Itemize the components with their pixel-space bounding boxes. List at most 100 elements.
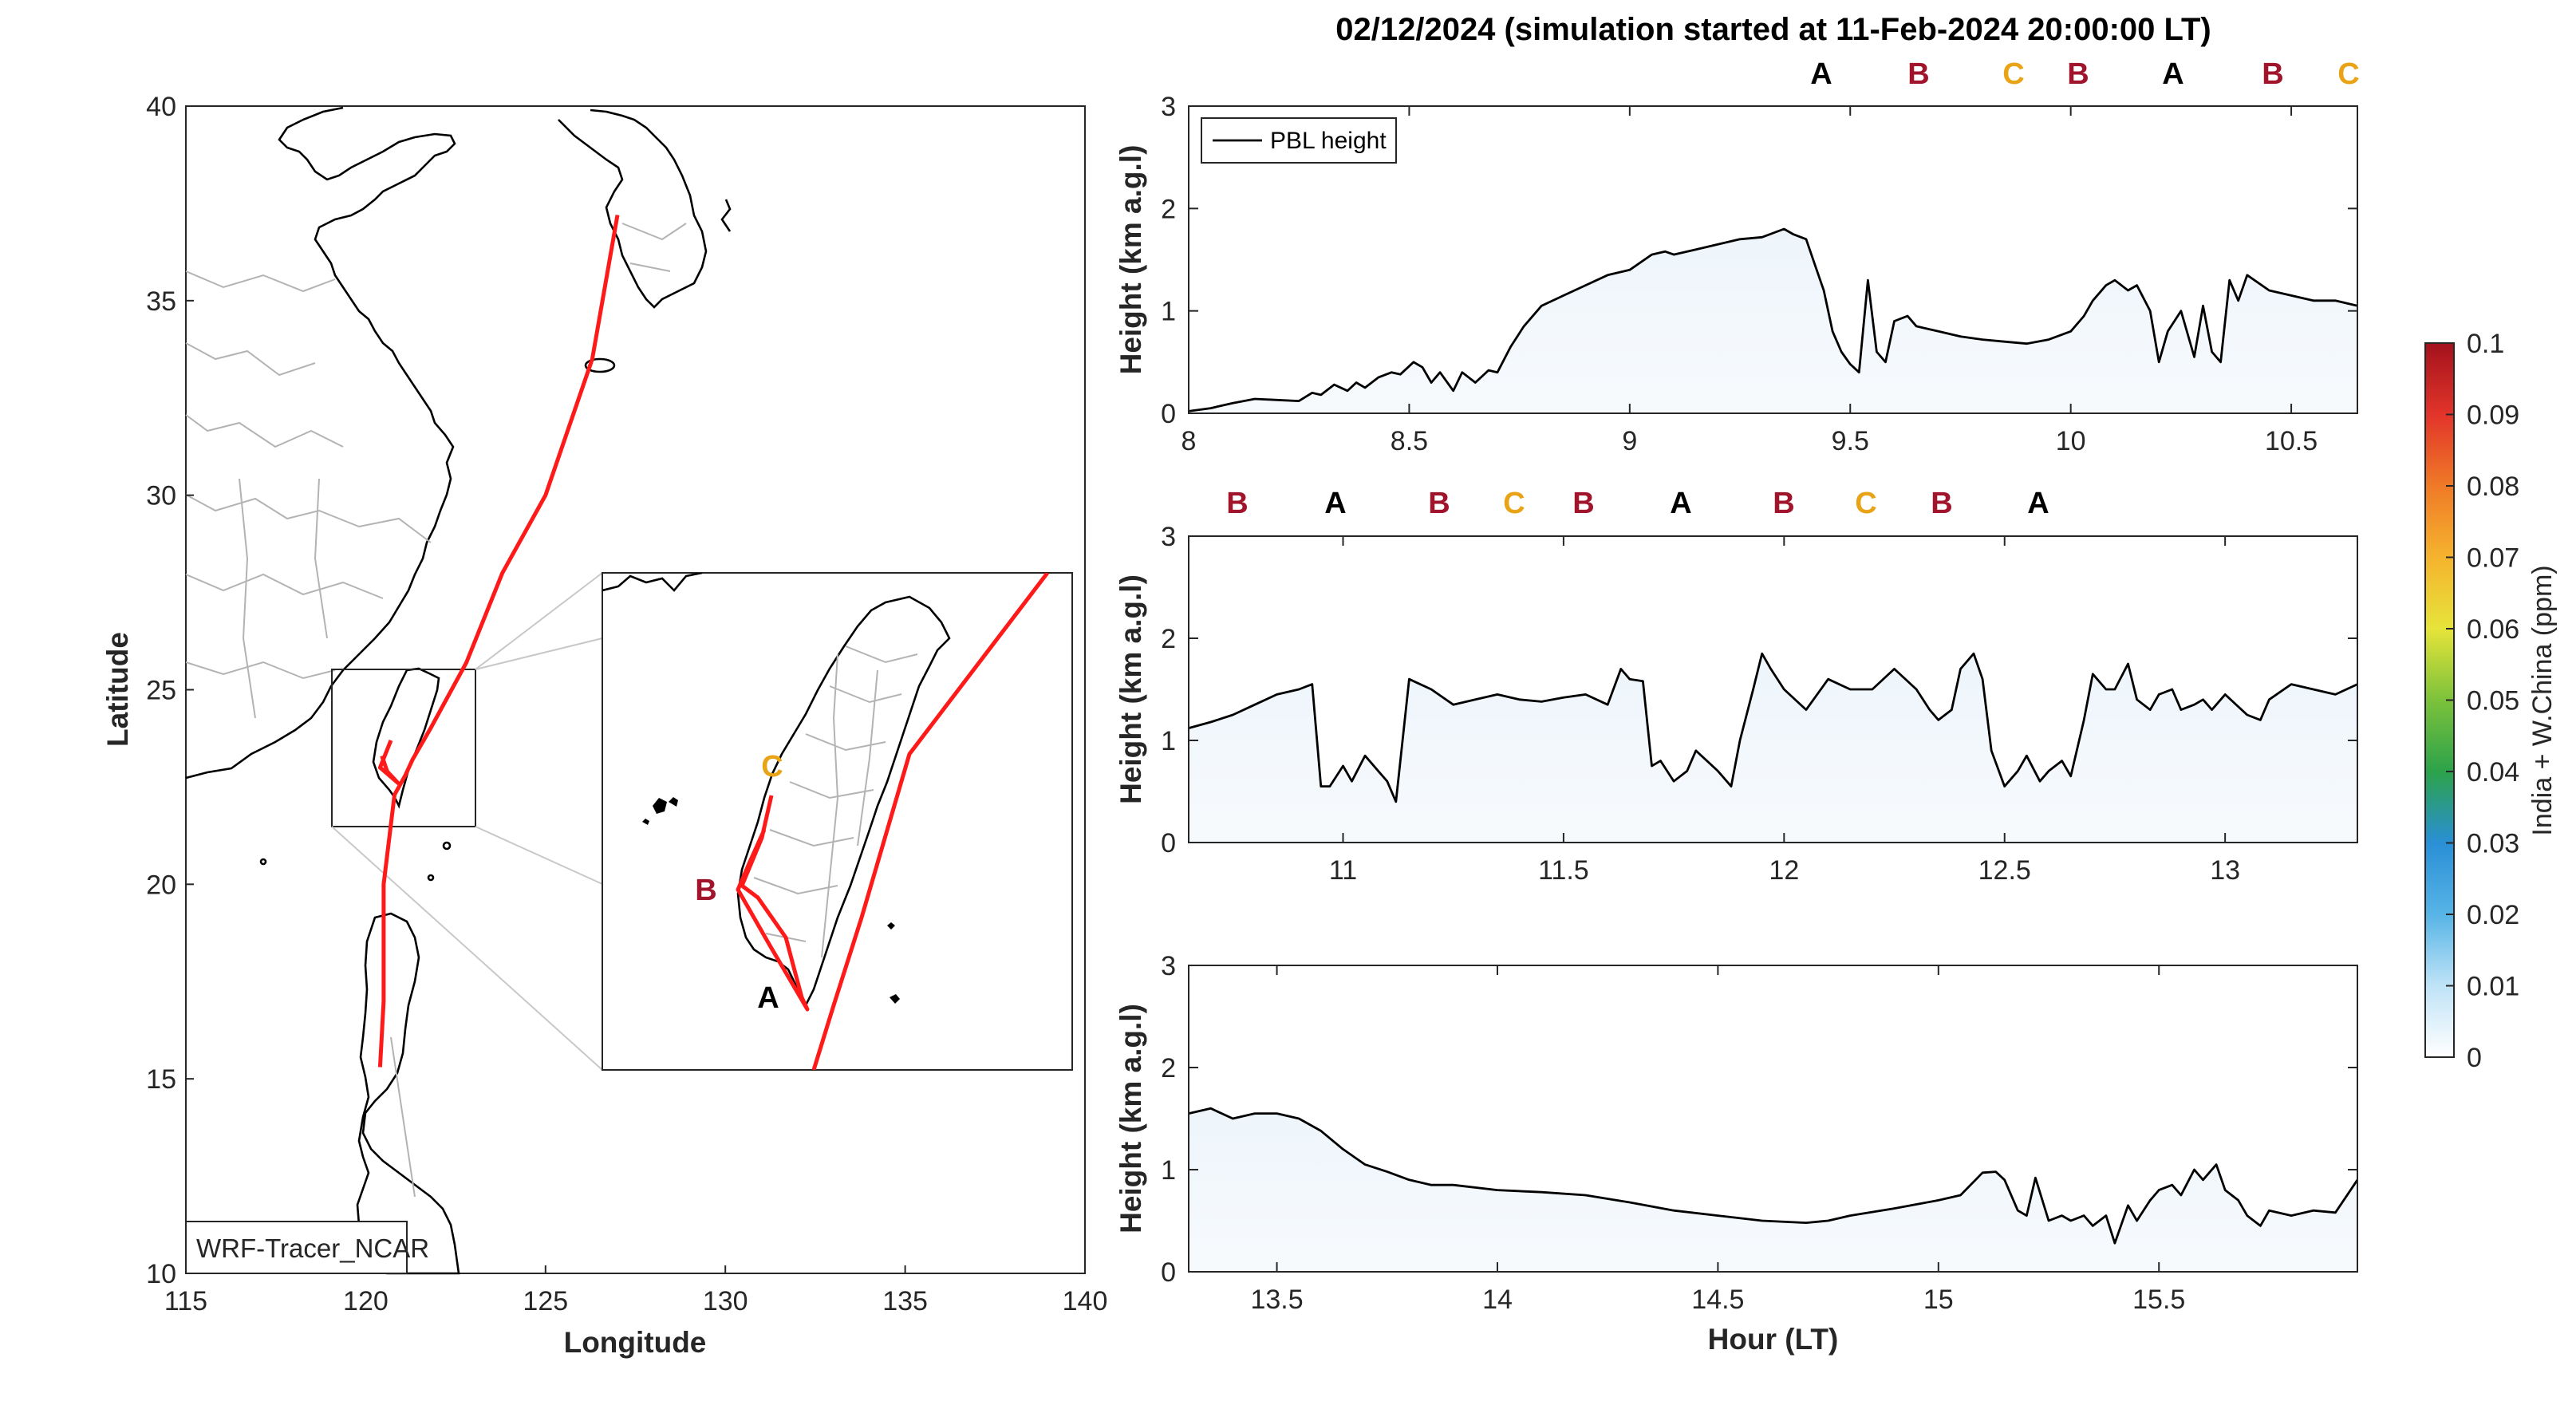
source-label-a: A [2162, 57, 2183, 91]
inset-label-a: A [757, 981, 779, 1015]
colorbar-tick-label: 0.08 [2467, 472, 2519, 502]
source-label-b: B [2262, 57, 2283, 91]
china-coast [185, 106, 456, 780]
pbl-height-line [1188, 1107, 2359, 1245]
colorbar-tick-label: 0.03 [2467, 829, 2519, 859]
pbl-axes-frame [1188, 105, 2358, 414]
source-label-b: B [1931, 487, 1952, 520]
colorbar-tick-label: 0.05 [2467, 686, 2519, 716]
map-x-label: Longitude [564, 1326, 707, 1359]
y-tick-label: 0 [1161, 399, 1176, 429]
x-tick-label: 15.5 [2132, 1285, 2185, 1315]
map-y-tick-label: 20 [146, 870, 176, 900]
track-line-taiwan [377, 739, 400, 785]
y-axis-label: Height (km a.g.l) [1114, 1004, 1147, 1233]
source-label-b: B [2067, 57, 2089, 91]
x-tick-label: 9.5 [1832, 426, 1869, 456]
island-small [259, 858, 267, 866]
jeju-island [584, 357, 616, 373]
x-tick-label: 11.5 [1538, 855, 1589, 886]
y-axis-label: Height (km a.g.l) [1114, 574, 1147, 804]
map-x-tick-label: 120 [343, 1286, 389, 1316]
map-x-tick-label: 115 [164, 1286, 207, 1316]
source-label-b: B [1428, 487, 1450, 520]
map-y-tick-label: 30 [146, 481, 176, 511]
source-label-a: A [1810, 57, 1832, 91]
y-tick-label: 1 [1161, 1155, 1176, 1186]
colorbar-label: India + W.China (ppm) [2527, 565, 2558, 835]
colorbar: 0 0.01 0.02 0.03 0.04 0.05 0.06 0.07 0.08 0.09 0.1… [2424, 329, 2558, 1073]
luzon-coast [356, 912, 460, 1275]
inset-connector [331, 826, 603, 1071]
pbl-panel-3: 13.5 14 14.5 15 15.5 0 1 2 3 Height (km a.g.l) Hou… [1114, 951, 2359, 1356]
map-x-tick-label: 140 [1063, 1286, 1108, 1316]
inset-connector [475, 572, 603, 670]
inset-label-b: B [695, 874, 716, 907]
x-axis-label: Hour (LT) [1708, 1323, 1839, 1356]
inset-track-line-taiwan [736, 795, 810, 1012]
source-label-b: B [1773, 487, 1794, 520]
colorbar-ticks: 0 0.01 0.02 0.03 0.04 0.05 0.06 0.07 0.08 0.09 0.1 [2446, 329, 2519, 1073]
source-label-c: C [1503, 487, 1525, 520]
map-y-ticks: 10 15 20 25 30 35 40 [146, 92, 194, 1289]
source-label-c: C [2337, 57, 2359, 91]
map-coastline [185, 106, 732, 1275]
colorbar-tick-label: 0.01 [2467, 972, 2519, 1002]
map-y-tick-label: 10 [146, 1259, 176, 1289]
inset-region-box [331, 669, 476, 827]
map-x-tick-label: 135 [882, 1286, 928, 1316]
x-tick-label: 12 [1769, 855, 1799, 886]
map-y-tick-label: 25 [146, 676, 176, 706]
y-tick-label: 0 [1161, 1257, 1176, 1288]
map-y-label: Latitude [101, 632, 134, 747]
x-tick-label: 15 [1923, 1285, 1954, 1315]
legend-label: PBL height [1270, 128, 1387, 154]
pbl-height-line [1188, 227, 2358, 412]
x-tick-label: 8 [1181, 426, 1197, 456]
map-province-lines [185, 223, 687, 1198]
pbl-axes-frame [1188, 965, 2358, 1273]
source-label-c: C [2002, 57, 2024, 91]
x-tick-label: 9 [1622, 426, 1637, 456]
colorbar-tick-label: 0.06 [2467, 614, 2519, 645]
pbl-axes-frame [1188, 535, 2358, 843]
island-small [442, 841, 452, 851]
y-tick-label: 2 [1161, 624, 1176, 654]
korea-coast [558, 109, 708, 309]
colorbar-tick-label: 0.02 [2467, 900, 2519, 930]
map-x-ticks: 115 120 125 130 135 140 [164, 1265, 1107, 1316]
colorbar-tick-label: 0.09 [2467, 401, 2519, 431]
source-label-a: A [1324, 487, 1346, 520]
model-label: WRF-Tracer_NCAR [196, 1233, 429, 1263]
map-x-tick-label: 125 [523, 1286, 568, 1316]
model-label-box [185, 1221, 408, 1274]
japan-coast [720, 199, 732, 232]
y-tick-label: 3 [1161, 522, 1176, 552]
y-tick-label: 1 [1161, 726, 1176, 756]
y-tick-label: 2 [1161, 1053, 1176, 1083]
map-x-tick-label: 130 [703, 1286, 748, 1316]
y-tick-label: 0 [1161, 828, 1176, 858]
source-label-b: B [1226, 487, 1248, 520]
x-tick-label: 10 [2056, 426, 2086, 456]
y-tick-label: 1 [1161, 297, 1176, 327]
y-tick-label: 2 [1161, 194, 1176, 224]
taiwan-coast [372, 667, 440, 809]
source-label-a: A [2027, 487, 2049, 520]
x-tick-label: 13 [2210, 855, 2240, 886]
source-label-b: B [1907, 57, 1929, 91]
inset-track-line [811, 573, 1049, 1070]
tracer-shading [1189, 1108, 2357, 1272]
map-y-tick-label: 35 [146, 286, 176, 317]
map-y-tick-label: 15 [146, 1064, 176, 1095]
source-label-a: A [1670, 487, 1691, 520]
tracer-shading [1189, 653, 2357, 843]
tracer-shading [1189, 229, 2357, 413]
colorbar-tick-label: 0.04 [2467, 757, 2519, 787]
inset-connector [475, 637, 603, 670]
source-label-c: C [1855, 487, 1876, 520]
inset-label-c: C [761, 750, 783, 783]
